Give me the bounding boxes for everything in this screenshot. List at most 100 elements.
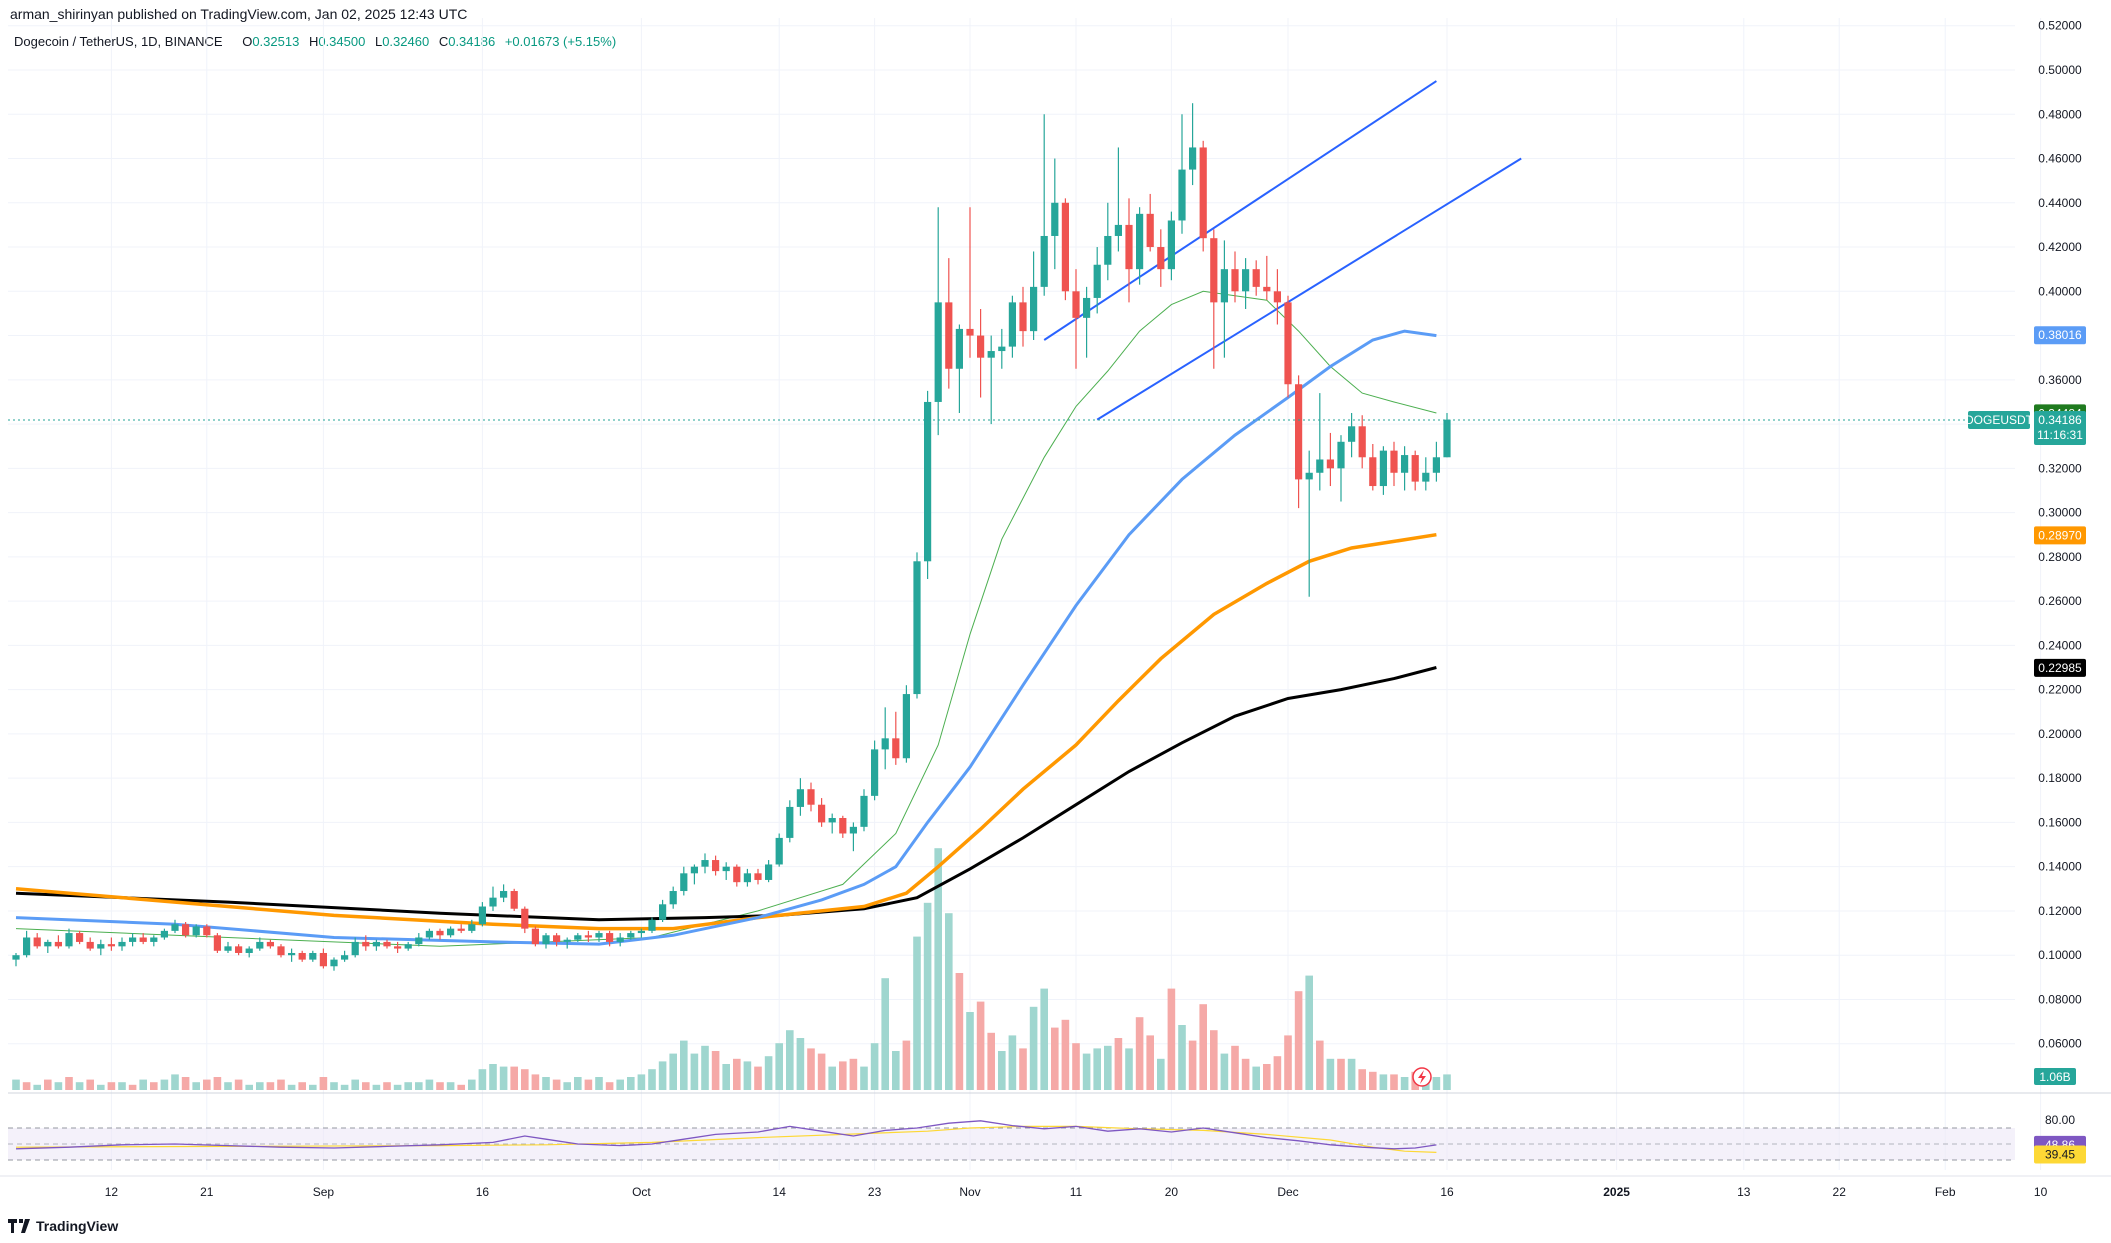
candle-body <box>902 694 910 759</box>
tradingview-brand[interactable]: TradingView <box>8 1218 118 1234</box>
candle-body <box>129 937 137 942</box>
current-price-label: 0.34186 <box>2038 413 2082 427</box>
volume-bar <box>1400 1077 1409 1090</box>
time-tick-label: 2025 <box>1603 1185 1630 1199</box>
candle-body <box>1443 419 1451 458</box>
ma20-line <box>15 290 1437 947</box>
time-tick-label: Feb <box>1935 1185 1956 1199</box>
volume-bar <box>171 1074 179 1090</box>
current-price-badge <box>2034 410 2086 445</box>
candle-body <box>150 937 158 942</box>
candle-body <box>1242 269 1250 292</box>
time-tick-label: 10 <box>2034 1185 2048 1199</box>
candle-body <box>1210 238 1218 303</box>
candle-body <box>1432 457 1440 473</box>
time-tick-label: 23 <box>868 1185 882 1199</box>
price-tick-label: 0.12000 <box>2038 904 2082 918</box>
price-chart[interactable]: 0.52000 0.50000 0.48000 0.46000 0.44000 0.420… <box>0 0 2111 1200</box>
candle-body <box>627 933 635 938</box>
candle-body <box>1114 224 1122 236</box>
candle-body <box>1189 147 1197 170</box>
open-label: O <box>242 34 253 49</box>
price-badge-label: 0.22985 <box>2038 661 2082 675</box>
candle-body <box>733 866 741 883</box>
volume-bar <box>680 1040 688 1090</box>
volume-bar <box>1316 1040 1324 1090</box>
volume-bar <box>33 1084 41 1090</box>
volume-bar <box>309 1084 317 1090</box>
price-badge-label: 0.28970 <box>2038 528 2082 542</box>
volume-bar <box>860 1066 868 1090</box>
volume-bar <box>1220 1053 1229 1090</box>
volume-bar <box>616 1079 624 1090</box>
candle-body <box>97 944 105 949</box>
price-tick-label: 0.42000 <box>2038 240 2082 254</box>
volume-bar <box>44 1079 52 1090</box>
volume-bar <box>521 1069 529 1090</box>
volume-bar <box>1082 1053 1091 1090</box>
volume-bar <box>1347 1058 1356 1090</box>
volume-bar <box>128 1084 137 1090</box>
volume-bar <box>913 936 921 1090</box>
volume-bar <box>627 1077 635 1090</box>
ma200-line <box>15 666 1437 922</box>
volume-bar <box>1019 1048 1027 1090</box>
candle-body <box>192 926 200 936</box>
volume-bar <box>330 1082 338 1090</box>
volume-bar <box>298 1082 306 1090</box>
candle-body <box>394 946 402 949</box>
high-value: 0.34500 <box>318 34 366 49</box>
lightning-glyph <box>1418 1070 1426 1084</box>
volume-bar <box>743 1061 752 1090</box>
candle-body <box>86 941 94 949</box>
price-tick-label: 0.40000 <box>2038 284 2082 298</box>
price-tick-label: 0.46000 <box>2038 152 2082 166</box>
volume-bar <box>955 973 964 1090</box>
candle-body <box>521 908 529 929</box>
volume-bar <box>1443 1074 1451 1090</box>
candle-body <box>404 944 412 949</box>
volume-bar <box>1390 1074 1398 1090</box>
candle-body <box>1305 472 1313 480</box>
candle-body <box>1295 384 1303 480</box>
candle-body <box>775 837 783 865</box>
candle-body <box>1220 269 1228 303</box>
volume-bar <box>934 848 942 1090</box>
candle-body <box>256 941 264 949</box>
candle-body <box>319 952 327 967</box>
volume-bar <box>722 1064 730 1090</box>
candle-body <box>606 933 614 942</box>
price-tick-label: 0.16000 <box>2038 815 2082 829</box>
candle-body <box>1136 213 1144 270</box>
candle-body <box>1273 291 1281 303</box>
candle-body <box>160 930 168 938</box>
high-label: H <box>308 34 319 49</box>
candle-body <box>1401 455 1409 473</box>
volume-bar <box>902 1040 911 1090</box>
volume-bar <box>574 1077 582 1090</box>
time-tick-label: 21 <box>200 1185 214 1199</box>
price-tick-label: 0.06000 <box>2038 1037 2082 1051</box>
volume-bar <box>1284 1035 1292 1090</box>
volume-bar <box>849 1058 858 1090</box>
candle-body <box>828 817 836 823</box>
symbol-title[interactable]: Dogecoin / TetherUS, 1D, BINANCE <box>14 34 223 49</box>
published-by-text: arman_shirinyan published on TradingView… <box>10 6 468 22</box>
candle-body <box>372 941 380 947</box>
candle-body <box>680 873 688 892</box>
price-tick-label: 0.24000 <box>2038 638 2082 652</box>
candle-body <box>690 866 698 874</box>
candle-body <box>1369 457 1377 487</box>
price-tick-label: 0.30000 <box>2038 506 2082 520</box>
candle-body <box>1167 220 1175 270</box>
candle-body <box>298 952 306 960</box>
price-tick-label: 0.20000 <box>2038 727 2082 741</box>
price-tick-label: 0.48000 <box>2038 107 2082 121</box>
volume-bar <box>807 1048 815 1090</box>
candle-body <box>712 860 720 872</box>
candle-body <box>224 946 232 951</box>
volume-bar <box>340 1084 349 1090</box>
volume-bar <box>817 1053 826 1090</box>
candle-body <box>1030 286 1038 332</box>
volume-bar <box>510 1066 518 1090</box>
